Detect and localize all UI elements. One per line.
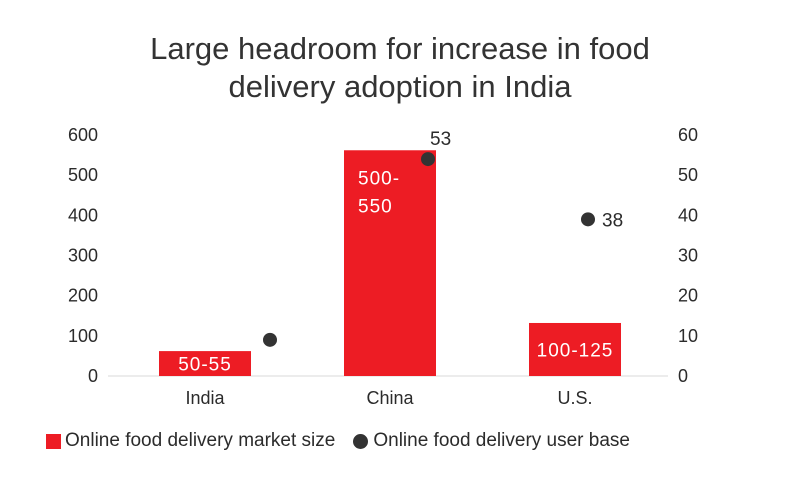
bar bbox=[529, 322, 621, 376]
y-right-tick-label: 20 bbox=[678, 286, 698, 306]
legend-bar-label: Online food delivery market size bbox=[65, 430, 336, 451]
y-right-tick-label: 10 bbox=[678, 326, 698, 346]
bar-data-label: 500- bbox=[358, 168, 400, 189]
x-tick-label: India bbox=[185, 388, 225, 408]
x-tick-label: U.S. bbox=[557, 388, 592, 408]
y-left-tick-label: 600 bbox=[68, 125, 98, 145]
y-left-tick-label: 200 bbox=[68, 286, 98, 306]
scatter-data-label: 38 bbox=[602, 210, 623, 231]
y-left-tick-label: 100 bbox=[68, 326, 98, 346]
chart-legend: Online food delivery market size Online … bbox=[46, 430, 630, 452]
chart-title: Large headroom for increase in food deli… bbox=[0, 30, 800, 106]
legend-item-user-base: Online food delivery user base bbox=[335, 430, 630, 452]
bar-data-label: 50-55 bbox=[178, 355, 232, 376]
y-left-tick-label: 300 bbox=[68, 246, 98, 266]
x-tick-label: China bbox=[366, 388, 414, 408]
y-left-tick-label: 0 bbox=[88, 366, 98, 386]
bar bbox=[159, 351, 251, 376]
y-right-tick-label: 40 bbox=[678, 205, 698, 225]
legend-dot-marker bbox=[353, 433, 369, 449]
scatter-data-label: 53 bbox=[430, 129, 451, 150]
chart-title-line-1: Large headroom for increase in food bbox=[150, 31, 650, 66]
scatter-point bbox=[581, 212, 595, 227]
y-left-tick-label: 500 bbox=[68, 165, 98, 185]
legend-dot-label: Online food delivery user base bbox=[373, 430, 630, 451]
legend-item-market-size: Online food delivery market size bbox=[46, 430, 335, 452]
scatter-point bbox=[421, 152, 435, 167]
chart-title-line-2: delivery adoption in India bbox=[228, 69, 572, 104]
y-left-tick-label: 400 bbox=[68, 205, 98, 225]
y-right-tick-label: 60 bbox=[678, 125, 698, 145]
bar-data-label: 100-125 bbox=[537, 340, 614, 361]
y-right-tick-label: 50 bbox=[678, 165, 698, 185]
y-right-tick-label: 0 bbox=[678, 366, 688, 386]
bar bbox=[344, 150, 436, 376]
y-right-tick-label: 30 bbox=[678, 246, 698, 266]
legend-bar-swatch bbox=[46, 433, 61, 449]
bar-data-label: 550 bbox=[358, 196, 393, 217]
scatter-point bbox=[263, 332, 277, 347]
